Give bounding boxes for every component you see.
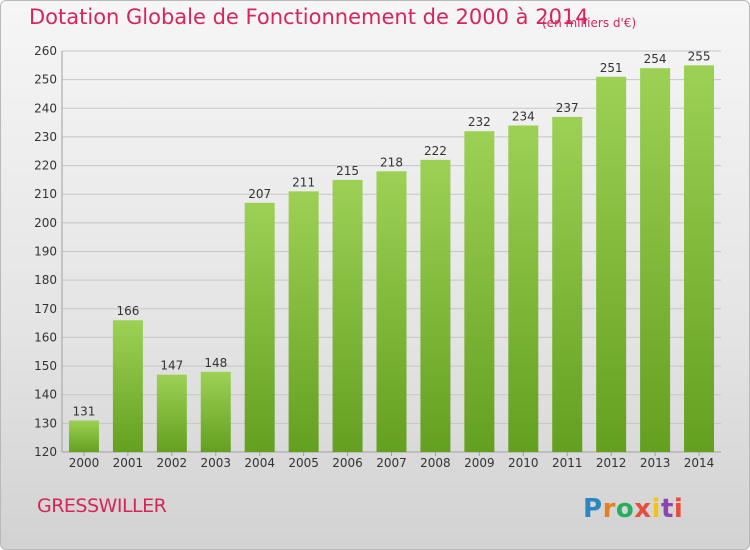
x-tick-label: 2002 [157,456,188,470]
y-tick-label: 260 [34,44,57,58]
value-label-2009: 232 [468,115,491,129]
bar-2006 [332,179,363,452]
y-tick-label: 210 [34,187,57,201]
logo-text: Proxiti [583,494,683,524]
value-label-2010: 234 [512,109,535,123]
x-tick-label: 2011 [552,456,583,470]
value-label-2005: 211 [292,175,315,189]
value-label-2013: 254 [644,52,667,66]
y-tick-label: 170 [34,302,57,316]
y-tick-label: 190 [34,245,57,259]
x-tick-label: 2007 [376,456,407,470]
y-tick-label: 150 [34,359,57,373]
x-tick-label: 2008 [420,456,451,470]
y-tick-label: 130 [34,416,57,430]
value-label-2008: 222 [424,144,447,158]
bar-2003 [200,371,231,452]
commune-name: GRESSWILLER [37,495,167,517]
value-label-2000: 131 [73,404,96,418]
y-tick-label: 240 [34,101,57,115]
value-label-2001: 166 [116,304,139,318]
y-tick-label: 230 [34,130,57,144]
x-tick-label: 2013 [640,456,671,470]
bar-2001 [112,320,143,452]
value-label-2003: 148 [204,356,227,370]
x-tick-label: 2003 [200,456,231,470]
bar-2011 [552,116,583,452]
y-tick-label: 160 [34,330,57,344]
y-tick-label: 200 [34,216,57,230]
y-tick-label: 140 [34,388,57,402]
bar-2013 [640,68,671,452]
value-label-2004: 207 [248,187,271,201]
bar-2009 [464,131,495,452]
x-tick-label: 2006 [332,456,363,470]
x-tick-label: 2009 [464,456,495,470]
chart-title: Dotation Globale de Fonctionnement de 20… [29,5,589,29]
x-tick-label: 2001 [113,456,144,470]
x-tick-label: 2010 [508,456,539,470]
bar-2007 [376,171,407,453]
x-tick-label: 2000 [69,456,100,470]
value-label-2006: 215 [336,164,359,178]
value-label-2012: 251 [600,61,623,75]
y-tick-label: 220 [34,159,57,173]
x-tick-label: 2004 [244,456,275,470]
y-tick-label: 250 [34,73,57,87]
y-tick-label: 180 [34,273,57,287]
x-tick-label: 2012 [596,456,627,470]
bar-2002 [156,374,187,452]
bar-2012 [596,76,627,453]
value-label-2014: 255 [688,49,711,63]
bar-2004 [244,202,275,452]
bars [68,65,715,453]
x-tick-label: 2005 [288,456,319,470]
value-label-2011: 237 [556,101,579,115]
chart-subtitle: (en milliers d'€) [542,16,637,30]
bar-2014 [684,65,715,453]
bar-2008 [420,159,451,453]
proxiti-logo[interactable]: Proxiti [583,489,693,525]
y-tick-label: 120 [34,445,57,459]
value-label-2007: 218 [380,155,403,169]
x-tick-label: 2014 [684,456,715,470]
value-label-2002: 147 [160,359,183,373]
bar-2010 [508,125,539,452]
bar-2005 [288,191,319,452]
bar-2000 [68,420,99,452]
labels: 2000 131 2001 166 2002 147 2003 148 2004 207 2005 2… [69,49,715,470]
